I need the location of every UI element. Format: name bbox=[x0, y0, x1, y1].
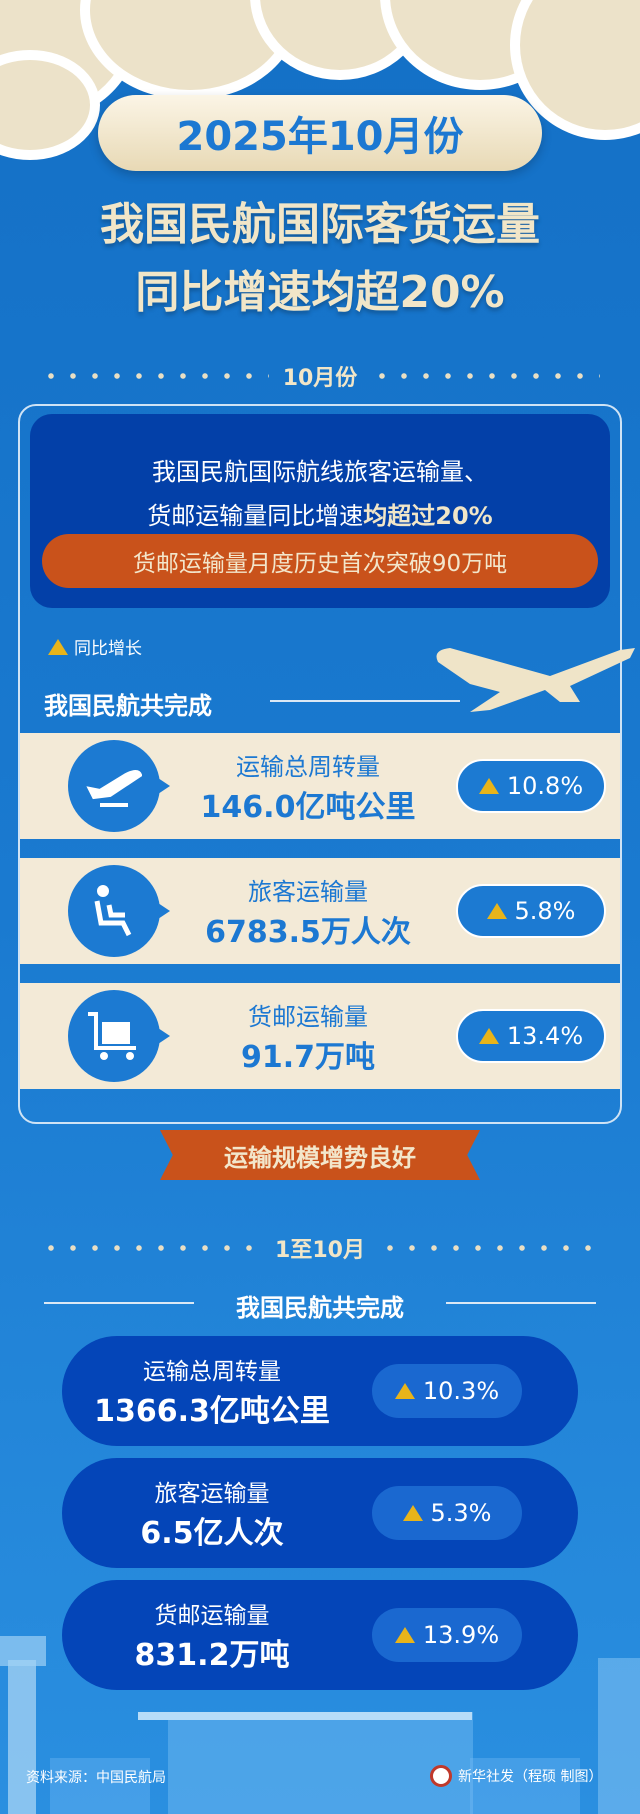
up-triangle-icon bbox=[402, 1505, 423, 1521]
section-label: 10月份 bbox=[282, 366, 358, 391]
growth-badge: 5.8% bbox=[456, 884, 606, 938]
airplane-illustration bbox=[436, 648, 635, 712]
item-name: 运输总周转量 bbox=[143, 1359, 281, 1385]
up-triangle-icon bbox=[394, 1627, 415, 1643]
item-name: 旅客运输量 bbox=[154, 1481, 270, 1507]
growth-value: 13.4% bbox=[506, 1022, 584, 1050]
credit-text: 新华社发（程硕 制图） bbox=[458, 1769, 603, 1785]
up-triangle-icon bbox=[394, 1383, 415, 1399]
source-note: 资料来源：中国民航局 bbox=[26, 1770, 166, 1786]
up-triangle-icon bbox=[478, 778, 499, 794]
growth-value: 10.3% bbox=[422, 1377, 500, 1405]
item-name: 货邮运输量 bbox=[248, 1002, 368, 1031]
ytd-subtitle: 我国民航共完成 bbox=[236, 1294, 404, 1322]
section-label: 1至10月 bbox=[275, 1238, 365, 1263]
trend-banner: 运输规模增势良好 bbox=[160, 1130, 480, 1180]
legend: 同比增长 bbox=[48, 634, 142, 659]
item-value: 1366.3亿吨公里 bbox=[94, 1394, 330, 1429]
summary-line-1: 我国民航国际航线旅客运输量、 bbox=[152, 458, 488, 486]
growth-badge: 10.8% bbox=[456, 759, 606, 813]
up-triangle-icon bbox=[478, 1028, 499, 1044]
growth-value: 13.9% bbox=[422, 1621, 500, 1649]
up-triangle-icon bbox=[486, 903, 507, 919]
ytd-item-pill: 货邮运输量 831.2万吨 13.9% bbox=[62, 1580, 578, 1690]
date-pill: 2025年10月份 bbox=[98, 95, 542, 171]
subtitle-line bbox=[44, 1302, 194, 1304]
growth-value: 5.3% bbox=[430, 1499, 492, 1527]
growth-badge: 5.3% bbox=[372, 1486, 522, 1540]
item-name: 运输总周转量 bbox=[236, 752, 380, 781]
october-subtitle: 我国民航共完成 bbox=[44, 692, 212, 720]
item-value: 831.2万吨 bbox=[134, 1638, 290, 1673]
ytd-item-pill: 运输总周转量 1366.3亿吨公里 10.3% bbox=[62, 1336, 578, 1446]
highlight-banner: 货邮运输量月度历史首次突破90万吨 bbox=[42, 534, 598, 588]
subtitle-line bbox=[270, 700, 460, 702]
headline-line-1: 我国民航国际客货运量 bbox=[100, 199, 540, 250]
cargo-cart-icon bbox=[68, 990, 170, 1082]
growth-badge: 13.9% bbox=[372, 1608, 522, 1662]
up-triangle-icon bbox=[48, 638, 68, 655]
item-value: 6.5亿人次 bbox=[140, 1516, 284, 1551]
legend-label: 同比增长 bbox=[74, 639, 142, 659]
growth-badge: 10.3% bbox=[372, 1364, 522, 1418]
item-value: 146.0亿吨公里 bbox=[200, 789, 416, 825]
october-item-row: 货邮运输量 91.7万吨 13.4% bbox=[20, 983, 620, 1089]
summary-box: 我国民航国际航线旅客运输量、货邮运输量同比增速均超过20% 货邮运输量月度历史首… bbox=[30, 414, 610, 608]
ytd-item-pill: 旅客运输量 6.5亿人次 5.3% bbox=[62, 1458, 578, 1568]
item-name: 货邮运输量 bbox=[154, 1603, 270, 1629]
passenger-seat-icon bbox=[68, 865, 170, 957]
growth-badge: 13.4% bbox=[456, 1009, 606, 1063]
october-item-row: 运输总周转量 146.0亿吨公里 10.8% bbox=[20, 733, 620, 839]
growth-value: 5.8% bbox=[514, 897, 576, 925]
section-divider-october: 10月份 bbox=[40, 360, 600, 392]
xinhua-logo-icon bbox=[430, 1765, 452, 1787]
plane-takeoff-icon bbox=[68, 740, 170, 832]
section-divider-ytd: 1至10月 bbox=[40, 1232, 600, 1264]
item-name: 旅客运输量 bbox=[248, 877, 368, 906]
october-panel bbox=[18, 404, 622, 1124]
credit: 新华社发（程硕 制图） bbox=[430, 1765, 602, 1787]
item-value: 91.7万吨 bbox=[240, 1039, 376, 1075]
headline-line-2: 同比增速均超20% bbox=[135, 267, 505, 318]
summary-line-2: 货邮运输量同比增速 bbox=[147, 502, 364, 530]
summary-emphasis: 均超过20% bbox=[363, 502, 493, 530]
october-item-row: 旅客运输量 6783.5万人次 5.8% bbox=[20, 858, 620, 964]
item-value: 6783.5万人次 bbox=[205, 914, 411, 950]
subtitle-line bbox=[446, 1302, 596, 1304]
growth-value: 10.8% bbox=[506, 772, 584, 800]
